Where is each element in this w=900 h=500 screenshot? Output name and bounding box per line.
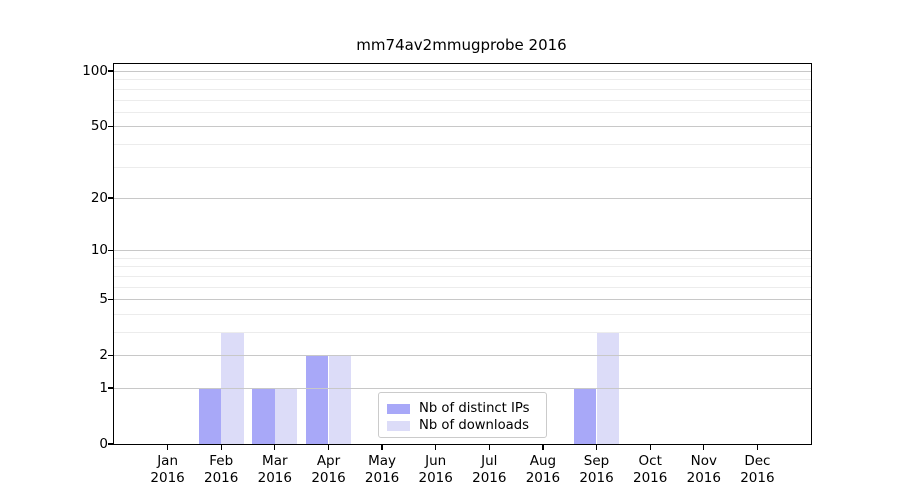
gridline-y-5 (114, 299, 811, 301)
gridline-y-50 (114, 126, 811, 128)
gridline-y-90 (114, 79, 811, 81)
x-tick-label: Jan 2016 (150, 453, 185, 486)
y-tick-label: 20 (90, 189, 108, 206)
y-tick-label: 0 (99, 436, 108, 452)
y-tick-label: 10 (90, 242, 108, 259)
x-tick-mark (756, 445, 758, 451)
x-tick-mark (381, 445, 383, 451)
y-tick-label: 2 (99, 347, 108, 364)
gridline-y-40 (114, 143, 811, 145)
legend-item-distinct-ips: Nb of distinct IPs (387, 400, 546, 417)
y-tick-mark (107, 387, 113, 389)
bar-distinct-ips-apr (306, 355, 329, 444)
x-tick-mark (220, 445, 222, 451)
bar-distinct-ips-feb (198, 388, 222, 444)
x-tick-mark (595, 445, 598, 451)
y-tick-label: 5 (99, 291, 108, 308)
x-tick-label: Feb 2016 (204, 453, 239, 486)
chart-title: mm74av2mmugprobe 2016 (356, 36, 567, 54)
legend-item-downloads: Nb of downloads (387, 417, 546, 434)
x-tick-mark (649, 445, 651, 451)
bar-downloads-mar (274, 388, 298, 444)
x-tick-label: Aug 2016 (525, 453, 561, 486)
x-tick-label: Nov 2016 (686, 453, 721, 486)
y-tick-mark (107, 298, 113, 300)
downloads-swatch (387, 420, 410, 431)
y-tick-mark (107, 197, 113, 199)
legend-label: Nb of downloads (419, 417, 529, 433)
y-tick-mark (107, 443, 113, 445)
x-tick-mark (542, 445, 544, 451)
x-tick-label: Apr 2016 (311, 453, 346, 486)
gridline-y-70 (114, 99, 811, 101)
gridline-y-10 (114, 250, 811, 252)
y-tick-mark (107, 354, 113, 356)
gridline-y-100 (114, 71, 811, 72)
x-tick-label: Jul 2016 (472, 453, 507, 486)
gridline-y-2 (114, 355, 811, 357)
gridline-y-9 (114, 257, 811, 259)
gridline-y-3 (114, 332, 811, 333)
x-tick-label: May 2016 (364, 453, 400, 486)
x-tick-mark (435, 445, 437, 451)
bar-distinct-ips-sep (574, 388, 597, 444)
y-tick-mark (107, 249, 113, 251)
plot-area: Nb of distinct IPs Nb of downloads 0 1 2 5 1… (82, 63, 812, 486)
y-tick-label: 50 (90, 118, 108, 135)
y-tick-mark (107, 125, 113, 127)
x-tick-mark (327, 445, 330, 451)
gridline-y-6 (114, 286, 811, 288)
gridline-y-20 (114, 197, 811, 199)
x-tick-label: Dec 2016 (740, 453, 775, 486)
x-tick-label: Mar 2016 (257, 453, 292, 486)
gridline-y-7 (114, 275, 811, 277)
x-tick-label: Oct 2016 (633, 453, 668, 486)
y-tick-label: 1 (99, 380, 108, 396)
gridline-y-1 (114, 388, 811, 389)
bar-distinct-ips-mar (252, 388, 275, 444)
gridline-y-8 (114, 266, 811, 268)
distinct-ips-swatch (387, 403, 410, 414)
x-tick-mark (167, 445, 169, 451)
x-tick-label: Jun 2016 (418, 453, 453, 486)
x-tick-mark (488, 445, 490, 451)
x-tick-label: Sep 2016 (579, 453, 614, 486)
gridline-y-80 (114, 88, 811, 90)
gridline-y-60 (114, 111, 811, 113)
y-tick-mark (107, 70, 113, 72)
legend: Nb of distinct IPs Nb of downloads (378, 392, 547, 438)
gridline-y-30 (114, 166, 811, 168)
gridline-y-4 (114, 313, 811, 315)
bar-downloads-apr (328, 355, 351, 444)
legend-label: Nb of distinct IPs (419, 400, 530, 416)
y-tick-label: 100 (82, 63, 108, 79)
x-tick-mark (274, 445, 276, 451)
x-tick-mark (703, 445, 705, 451)
